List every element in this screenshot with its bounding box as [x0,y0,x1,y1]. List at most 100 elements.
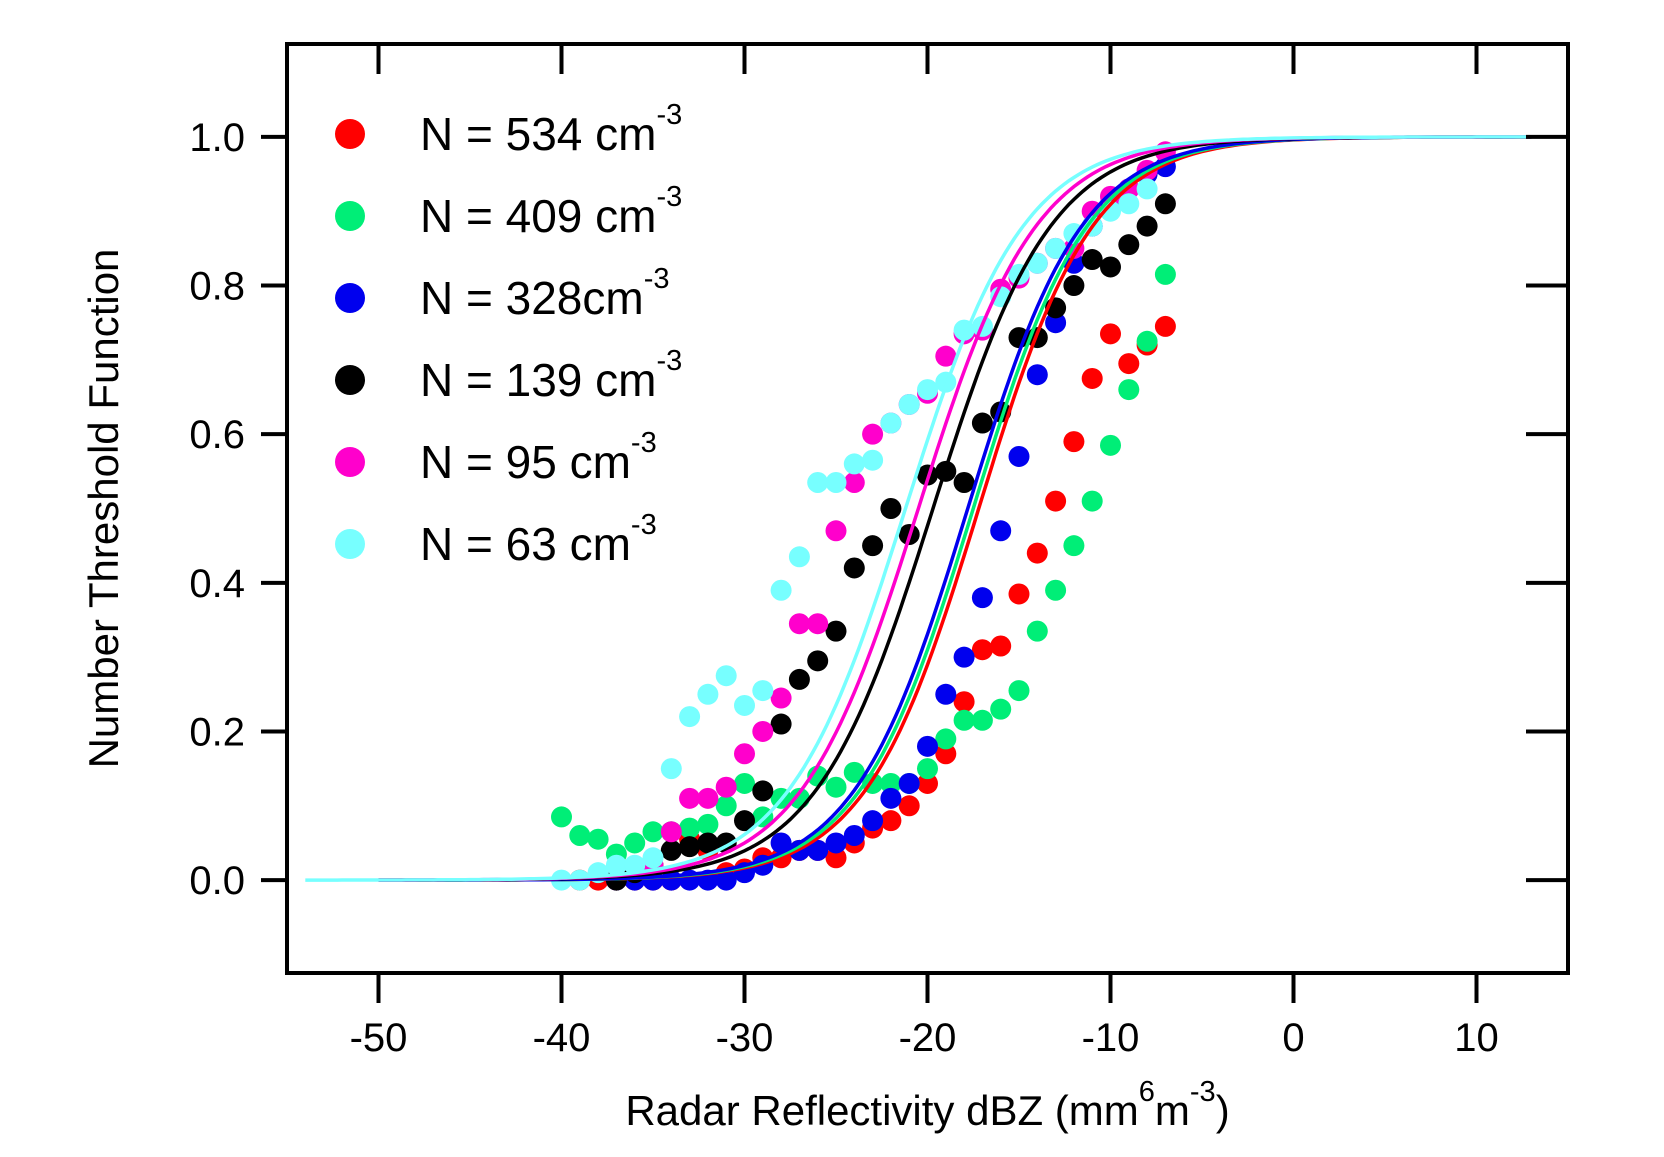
data-point [1045,490,1067,512]
data-point [1136,215,1158,237]
data-point [825,847,847,869]
y-axis-title: Number Threshold Function [80,249,127,769]
fit-curve [378,135,1532,882]
data-point [862,810,884,832]
data-point [843,761,865,783]
x-axis-title-end: ) [1216,1087,1230,1134]
data-point [642,847,664,869]
data-point [971,412,993,434]
data-point [825,620,847,642]
data-point [917,758,938,780]
data-point [569,825,591,847]
data-point [715,776,737,798]
x-axis-title-base: Radar Reflectivity dBZ (mm [625,1087,1138,1134]
data-point [679,787,701,809]
data-point [734,772,755,794]
legend-marker [335,119,365,149]
legend-label: N = 95 cm-3 [420,427,657,488]
data-point [734,743,755,765]
data-point [843,557,865,579]
x-tick-label: -20 [899,1016,957,1060]
data-point [1136,330,1158,352]
data-point [642,821,664,843]
series-points [569,315,1176,891]
data-point [770,713,792,735]
data-point [917,379,938,401]
data-point [660,821,682,843]
data-point [551,806,572,828]
x-tick-label: 0 [1282,1016,1304,1060]
data-point [880,412,902,434]
data-point [734,810,755,832]
data-point [953,471,975,493]
plot-area [305,135,1532,891]
x-tick-label: -10 [1082,1016,1140,1060]
fit-curve [378,135,1532,882]
legend-label: N = 328cm-3 [420,263,670,324]
fit-curve [378,135,1532,882]
data-point [1008,680,1030,702]
data-point [880,810,902,832]
data-point [1045,312,1067,334]
data-point [935,345,957,367]
x-axis-title-sup2: -3 [1190,1076,1216,1108]
data-point [880,772,902,794]
data-point [788,546,810,568]
data-point [990,520,1012,542]
data-point [898,772,920,794]
data-point [715,795,737,817]
data-point [807,650,829,672]
data-point [807,613,829,635]
data-point [1118,234,1140,256]
data-point [825,520,847,542]
data-point [971,587,993,609]
data-point [1045,579,1067,601]
data-point [679,817,701,839]
data-point [587,828,609,850]
data-point [825,832,847,854]
x-tick-label: -30 [716,1016,774,1060]
data-point [1154,263,1176,285]
data-point [1063,275,1085,297]
x-axis-title-sup1: 6 [1139,1076,1155,1108]
data-point [990,698,1012,720]
data-point [990,635,1012,657]
data-point [953,646,975,668]
data-point [715,869,737,891]
legend: N = 534 cm-3 N = 409 cm-3 N = 328cm-3 N = 1… [335,99,682,570]
data-point [935,728,957,750]
data-point [971,639,993,661]
data-point [825,776,847,798]
data-point [752,680,774,702]
data-point [843,471,865,493]
data-point [917,735,938,757]
legend-label: N = 139 cm-3 [420,345,682,406]
y-tick-label: 0.6 [189,413,245,457]
data-point [1063,535,1085,557]
data-point [1118,379,1140,401]
series-points [551,178,1158,891]
legend-marker [335,365,365,395]
legend-label: N = 63 cm-3 [420,509,657,570]
data-point [898,795,920,817]
data-point [1026,252,1048,274]
data-point [1100,256,1121,278]
data-point [880,498,902,519]
data-point [697,813,719,835]
data-point [697,787,719,809]
data-point [1118,193,1140,215]
x-tick-label: -40 [533,1016,591,1060]
x-axis-title: Radar Reflectivity dBZ (mm6m-3) [625,1076,1229,1134]
data-point [843,825,865,847]
data-point [1154,193,1176,215]
data-point [770,687,792,709]
y-tick-label: 0.8 [189,265,245,309]
legend-label: N = 534 cm-3 [420,99,682,160]
data-point [660,758,682,780]
axis-ticks: -50 -40 -30 -20 -10 0 10 0.0 0.2 0.4 0.6 0.8 1.0 [189,44,1568,1060]
x-axis-title-mid: m [1155,1087,1190,1134]
data-point [825,471,847,493]
y-tick-label: 0.4 [189,562,245,606]
data-point [1026,620,1048,642]
